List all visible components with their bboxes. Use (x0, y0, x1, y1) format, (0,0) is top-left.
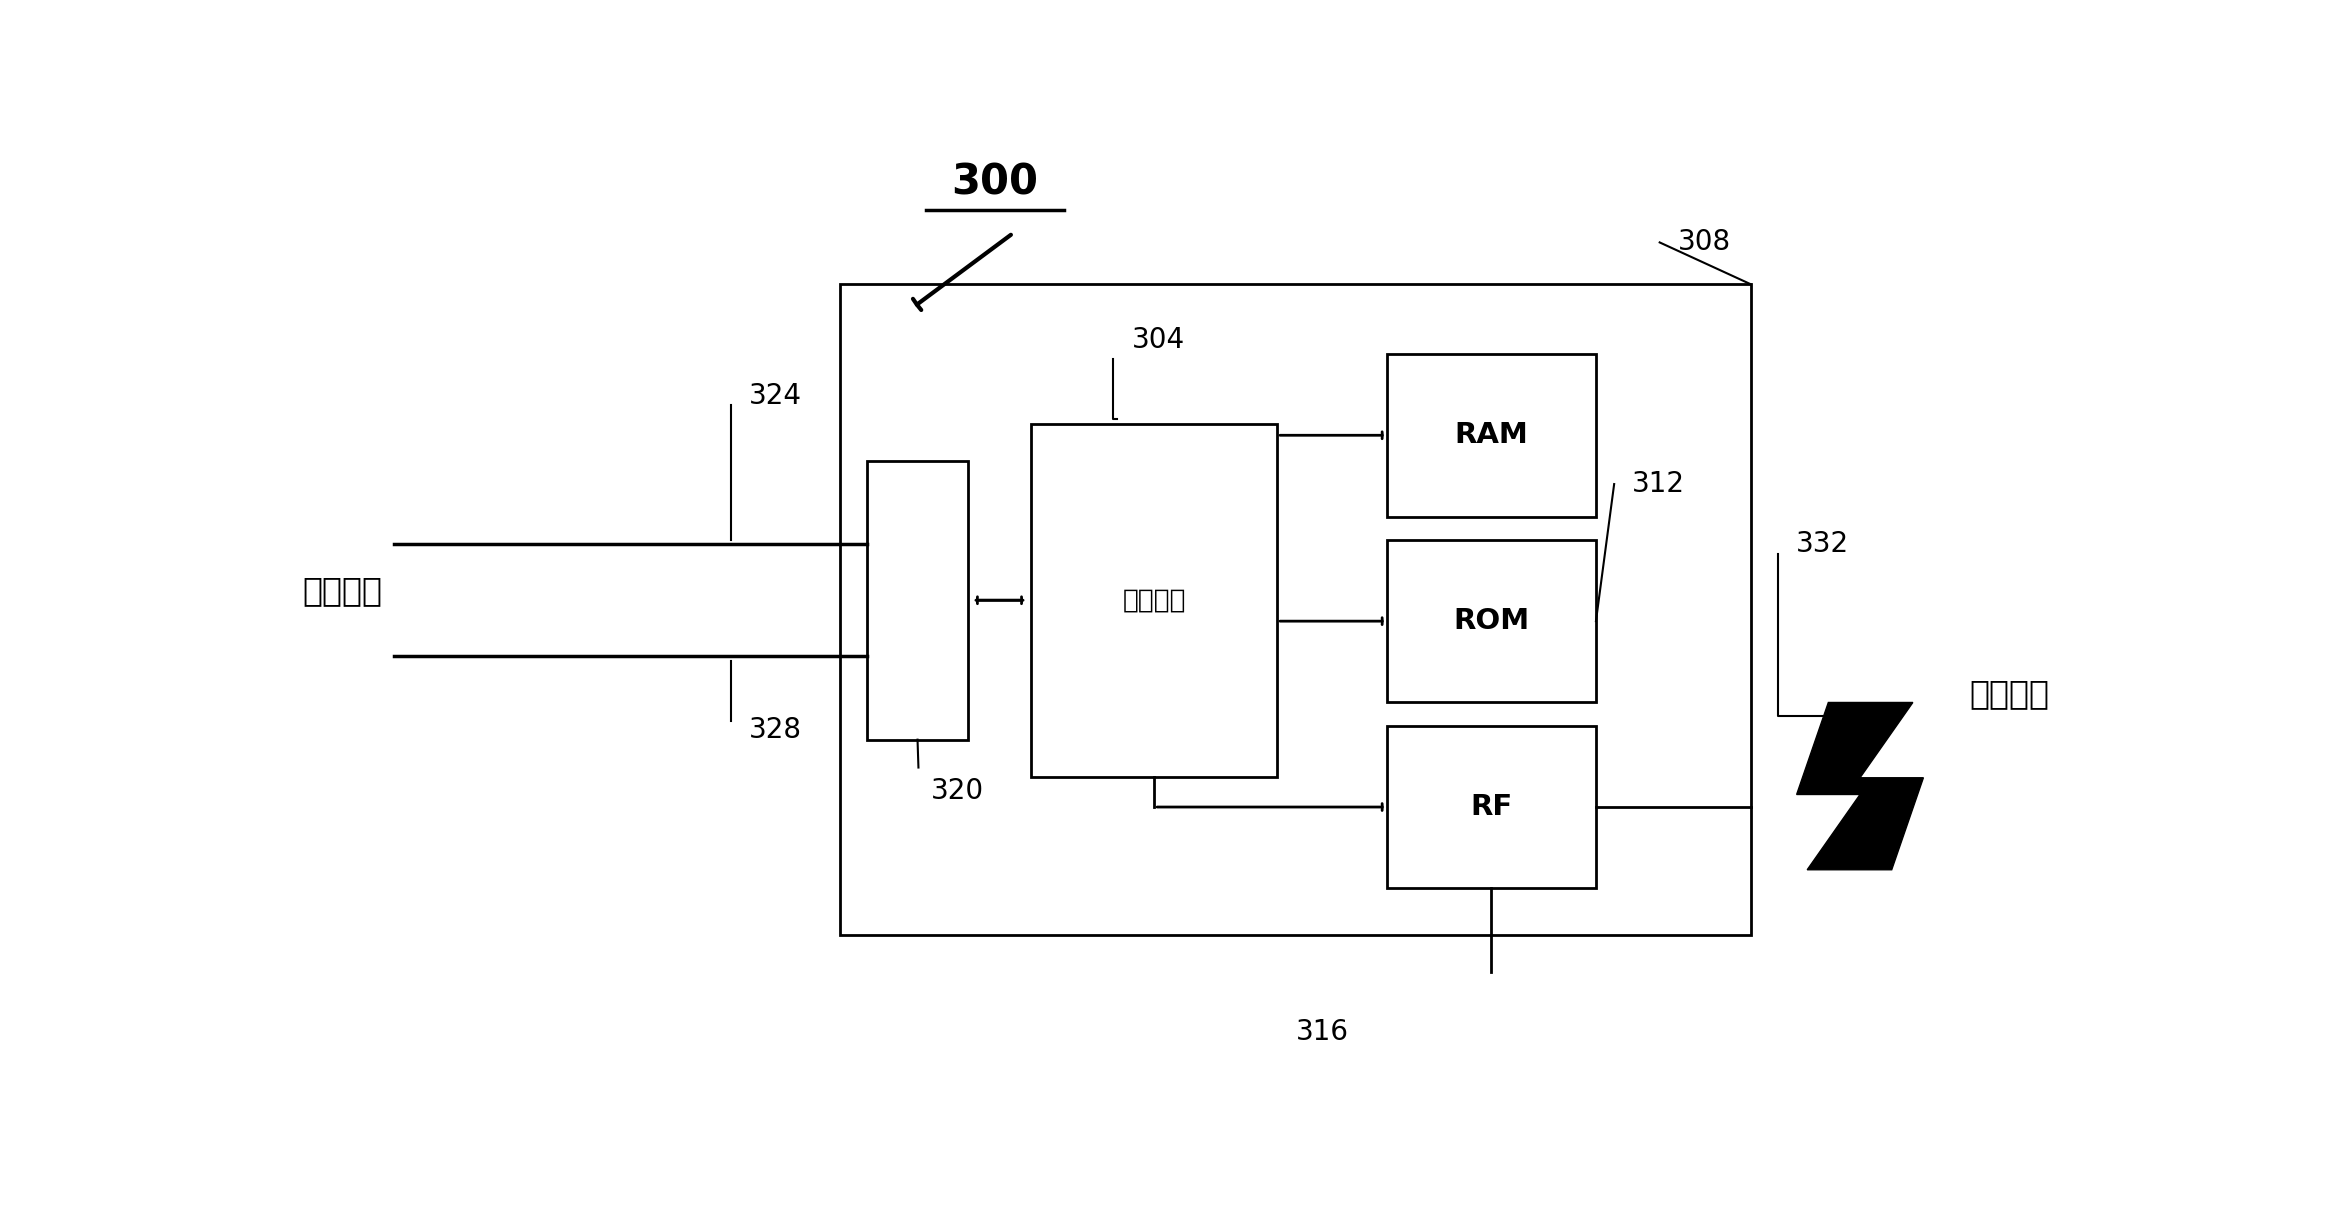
Bar (1386, 725, 1596, 888)
Bar (1386, 354, 1596, 517)
Text: 308: 308 (1678, 228, 1732, 256)
Text: 远端装置: 远端装置 (1969, 677, 2049, 710)
Bar (867, 461, 968, 740)
Text: 312: 312 (1633, 470, 1685, 498)
Text: 微处理器: 微处理器 (1123, 588, 1187, 613)
Text: 300: 300 (952, 161, 1039, 203)
Text: ROM: ROM (1452, 607, 1530, 635)
Text: 304: 304 (1133, 326, 1184, 354)
Text: RAM: RAM (1455, 421, 1528, 449)
Bar (841, 285, 1751, 934)
Bar (1386, 540, 1596, 702)
Text: 332: 332 (1795, 531, 1849, 559)
Polygon shape (1798, 702, 1922, 870)
Text: 328: 328 (750, 717, 801, 745)
Text: 316: 316 (1297, 1019, 1349, 1046)
Text: 320: 320 (931, 777, 985, 805)
Text: 324: 324 (750, 381, 801, 409)
Text: 终端设备: 终端设备 (303, 575, 383, 607)
Bar (1032, 424, 1278, 777)
Text: RF: RF (1471, 793, 1513, 821)
